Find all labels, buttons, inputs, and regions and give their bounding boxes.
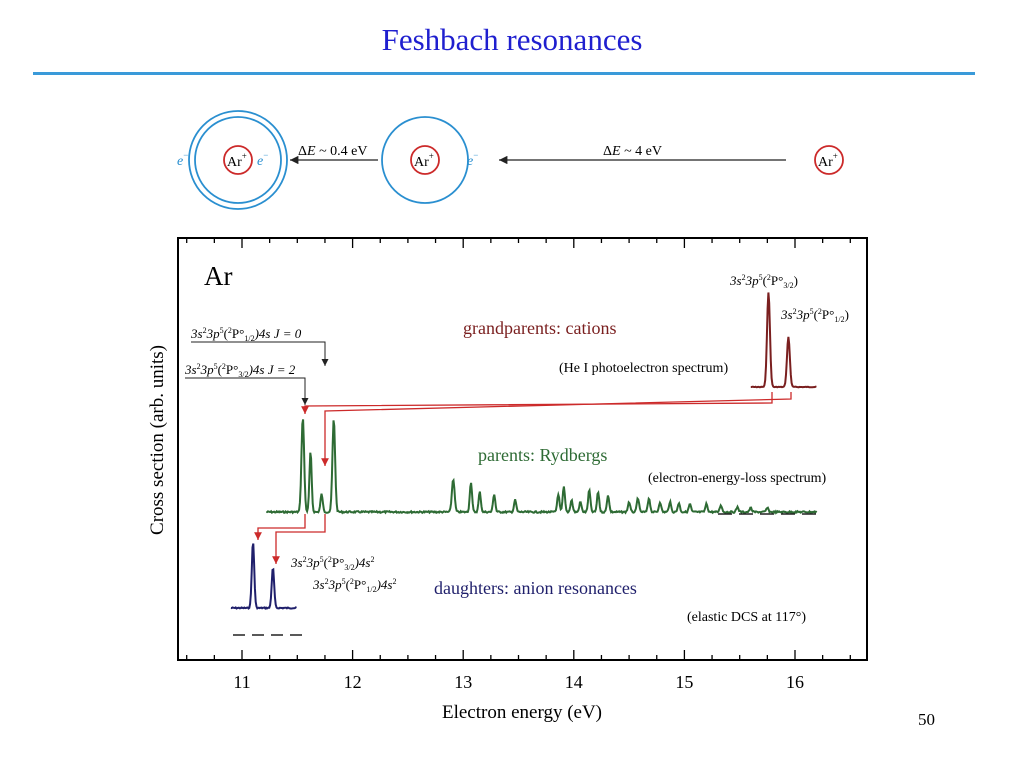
cation-diagram: Ar+ xyxy=(814,145,844,175)
x-tick-label: 14 xyxy=(565,672,583,692)
page-number: 50 xyxy=(918,710,935,729)
plot-frame xyxy=(177,237,868,661)
connector-cation2-to-rydberg xyxy=(321,392,792,466)
step1-label: ΔE ~ 0.4 eV xyxy=(298,144,367,159)
title-rule xyxy=(33,72,975,75)
spectrum-traces xyxy=(230,292,818,610)
series-note-rydbergs: (electron-energy-loss spectrum) xyxy=(648,471,827,486)
connector-cation1-to-rydberg xyxy=(301,392,773,414)
rydberg-j0-label: 3s23p5(2P°1/2)4s J = 0 xyxy=(190,326,302,343)
j0-leader xyxy=(191,341,329,366)
series-label-cations: grandparents: cations xyxy=(463,318,616,338)
schematic: Ar+ ΔE ~ 4 eV Ar+ e− ΔE ~ 0.4 eV Ar+ e− … xyxy=(177,110,844,210)
rydberg-ion-label: Ar+ xyxy=(414,151,434,170)
j2-leader xyxy=(185,377,309,405)
cation-ion-circle xyxy=(814,145,844,175)
x-tick-label: 11 xyxy=(233,672,250,692)
anion-inner-orbit xyxy=(194,116,282,204)
cation-peak1-label: 3s23p5(2P°3/2) xyxy=(729,273,798,290)
rydberg-trace xyxy=(266,419,818,515)
y-axis-label: Cross section (arb. units) xyxy=(147,345,168,535)
cation-ion-label: Ar+ xyxy=(818,151,838,170)
rydberg-diagram: Ar+ e− xyxy=(381,116,478,204)
anion-trace xyxy=(230,543,297,610)
slide-title: Feshbach resonances xyxy=(381,22,643,57)
connector-rydberg2-to-anion xyxy=(272,514,326,564)
x-tick-label: 12 xyxy=(344,672,362,692)
cation-peak2-label: 3s23p5(2P°1/2) xyxy=(780,307,849,324)
rydberg-ion-circle xyxy=(410,145,440,175)
x-axis-ticks: 11 12 13 14 15 16 xyxy=(186,238,851,692)
rydberg-electron-label: e− xyxy=(467,150,478,169)
anion-ion-label: Ar+ xyxy=(227,151,247,170)
panel-label: Ar xyxy=(204,261,233,291)
rydberg-j2-label: 3s23p5(2P°3/2)4s J = 2 xyxy=(184,362,296,379)
anion-electron-label-inner: e− xyxy=(257,150,268,169)
series-label-anions: daughters: anion resonances xyxy=(434,578,637,598)
anion-peak2-label: 3s23p5(2P°1/2)4s2 xyxy=(312,577,396,594)
anion-ion-circle xyxy=(223,145,253,175)
anion-electron-label-outer: e− xyxy=(177,150,188,169)
step2-label: ΔE ~ 4 eV xyxy=(603,144,662,159)
connector-rydberg1-to-anion xyxy=(254,514,306,540)
cation-trace xyxy=(750,292,817,389)
series-note-cations: (He I photoelectron spectrum) xyxy=(559,361,728,376)
connector-arrows xyxy=(254,392,792,564)
anion-diagram: Ar+ e− e− xyxy=(177,110,288,210)
rydberg-electron-orbit xyxy=(381,116,469,204)
anion-outer-orbit xyxy=(188,110,288,210)
series-label-rydbergs: parents: Rydbergs xyxy=(478,445,607,465)
x-tick-label: 15 xyxy=(675,672,693,692)
series-note-anions: (elastic DCS at 117°) xyxy=(687,610,806,625)
spectrum-chart: Ar Cross section (arb. units) Electron e… xyxy=(147,237,868,723)
x-tick-label: 13 xyxy=(454,672,472,692)
anion-peak1-label: 3s23p5(2P°3/2)4s2 xyxy=(290,555,374,572)
x-axis-label: Electron energy (eV) xyxy=(442,702,602,723)
x-tick-label: 16 xyxy=(786,672,804,692)
